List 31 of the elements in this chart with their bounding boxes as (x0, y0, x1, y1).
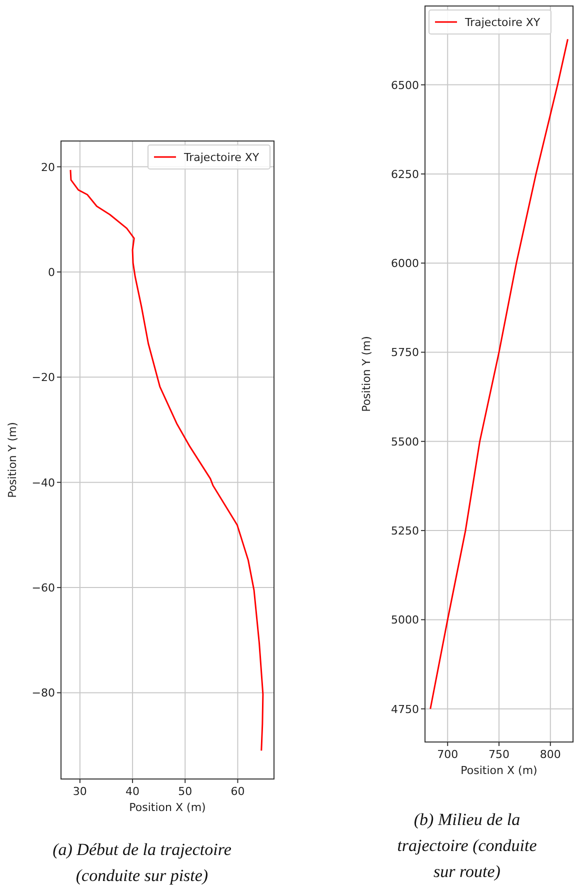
y-axis-title: Position Y (m) (6, 422, 19, 498)
x-axis-title: Position X (m) (129, 801, 206, 814)
text: (b) Milieu de la trajectoire (conduite sur route) (397, 810, 538, 881)
legend-label: Trajectoire XY (183, 151, 260, 164)
y-axis-title: Position Y (m) (360, 336, 373, 412)
y-tick-label: 6250 (391, 168, 419, 181)
y-tick-label: −60 (32, 582, 55, 595)
y-tick-label: 5250 (391, 524, 419, 538)
y-tick-label: 5500 (391, 435, 419, 448)
x-tick-label: 30 (72, 785, 87, 798)
x-axis-title: Position X (m) (460, 764, 538, 777)
y-tick-label: −40 (32, 476, 55, 490)
y-tick-label: 0 (48, 266, 55, 279)
y-tick-label: 6500 (391, 78, 419, 92)
x-tick-label: 40 (126, 785, 140, 798)
x-tick-label: 60 (230, 785, 245, 798)
x-tick-label: 800 (540, 748, 561, 761)
x-tick-label: 750 (488, 748, 510, 761)
y-tick-label: 4750 (391, 702, 419, 716)
x-tick-label: 700 (437, 748, 458, 761)
text: (a) Début de la trajectoire (conduite sur piste) (52, 840, 232, 885)
y-tick-label: −80 (32, 686, 55, 700)
y-tick-label: 6000 (391, 257, 419, 270)
y-tick-label: 5750 (391, 346, 419, 360)
line-series (430, 38, 569, 710)
y-tick-label: −20 (32, 371, 55, 384)
y-tick-label: 5000 (391, 614, 419, 627)
y-tick-label: 20 (41, 160, 55, 174)
line-series (70, 169, 264, 752)
legend-label: Trajectoire XY (464, 16, 540, 29)
x-tick-label: 50 (178, 785, 192, 798)
